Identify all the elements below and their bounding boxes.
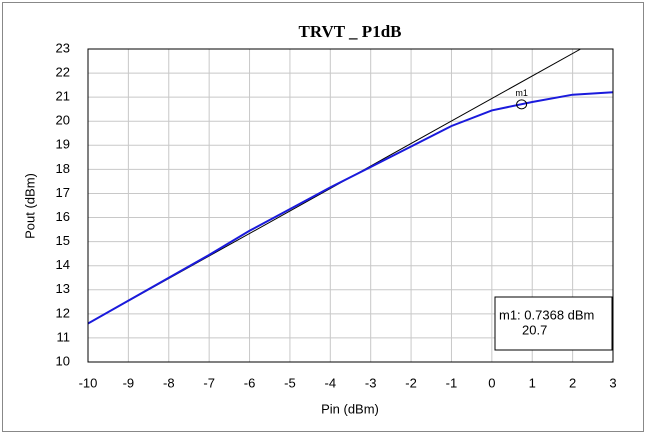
series-line xyxy=(88,91,613,325)
y-tick-label: 12 xyxy=(56,305,70,320)
y-axis-title: Pout (dBm) xyxy=(22,173,37,239)
x-tick-label: 2 xyxy=(569,375,576,390)
marker-label: m1: 0.7368 dBm xyxy=(499,307,594,322)
x-tick-label: -2 xyxy=(405,375,417,390)
y-tick-label: 17 xyxy=(56,185,70,200)
x-tick-label: 1 xyxy=(529,375,536,390)
x-tick-label: -5 xyxy=(284,375,296,390)
x-tick-label: -8 xyxy=(163,375,175,390)
marker-label: 20.7 xyxy=(522,322,547,337)
x-tick-label: 0 xyxy=(488,375,495,390)
y-tick-label: 10 xyxy=(56,353,70,368)
chart-title: TRVT _ P1dB xyxy=(298,22,401,41)
x-tick-label: -10 xyxy=(79,375,98,390)
y-tick-label: 14 xyxy=(56,257,70,272)
x-tick-label: 3 xyxy=(609,375,616,390)
y-tick-label: 20 xyxy=(56,113,70,128)
x-tick-label: -9 xyxy=(123,375,135,390)
x-tick-label: -7 xyxy=(203,375,215,390)
x-tick-label: -6 xyxy=(244,375,256,390)
x-tick-label: -4 xyxy=(325,375,337,390)
x-tick-label: -1 xyxy=(446,375,458,390)
y-tick-label: 16 xyxy=(56,209,70,224)
y-tick-label: 15 xyxy=(56,233,70,248)
y-tick-label: 21 xyxy=(56,89,70,104)
y-tick-label: 19 xyxy=(56,137,70,152)
marker-box xyxy=(494,296,613,351)
y-tick-label: 11 xyxy=(57,329,71,344)
x-axis-title: Pin (dBm) xyxy=(321,401,379,416)
y-tick-label: 13 xyxy=(56,281,70,296)
y-tick-label: 22 xyxy=(56,65,70,80)
marker xyxy=(516,99,528,110)
marker-name: m1 xyxy=(515,88,528,98)
y-tick-label: 18 xyxy=(56,161,70,176)
plot-border xyxy=(87,48,614,363)
y-tick-label: 23 xyxy=(56,40,70,55)
x-tick-label: -3 xyxy=(365,375,377,390)
